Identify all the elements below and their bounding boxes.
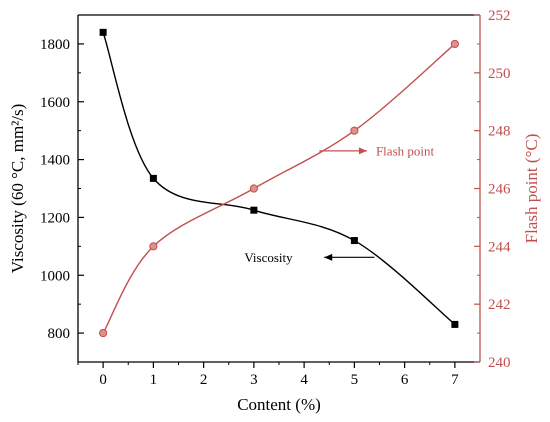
left-tick-label: 1400 <box>40 153 70 169</box>
left-tick-label: 800 <box>48 326 71 342</box>
viscosity-point <box>350 237 358 245</box>
right-axis-title: Flash point (°C) <box>522 134 541 244</box>
right-tick-label: 240 <box>488 355 511 371</box>
bottom-tick-label: 6 <box>401 372 409 388</box>
viscosity-arrow-head <box>324 253 333 261</box>
flash-point-series-line <box>102 43 456 334</box>
flash-point-point <box>249 184 258 193</box>
right-tick-label: 252 <box>488 8 511 24</box>
left-tick-label: 1600 <box>40 95 70 111</box>
bottom-tick-label: 3 <box>250 372 258 388</box>
labels: 8001000120014001600180024024224424624825… <box>8 8 541 414</box>
flash-point-point <box>350 126 359 135</box>
right-tick-label: 242 <box>488 297 511 313</box>
right-tick-label: 244 <box>488 239 511 255</box>
right-tick-label: 248 <box>488 124 511 140</box>
left-tick-label: 1800 <box>40 37 70 53</box>
viscosity-point <box>149 174 157 182</box>
flash-point-point <box>99 328 108 338</box>
bottom-tick-label: 0 <box>99 372 107 388</box>
x-axis-title: Content (%) <box>237 395 321 414</box>
left-tick-label: 1000 <box>40 268 70 284</box>
flash-point-arrow-head <box>358 147 367 155</box>
flash-point-point <box>149 242 158 251</box>
viscosity-point <box>250 206 258 214</box>
flash-point-point <box>450 39 459 49</box>
curves <box>102 32 456 334</box>
bottom-tick-label: 1 <box>150 372 158 388</box>
axes <box>77 14 481 368</box>
left-tick-label: 1200 <box>40 210 70 226</box>
viscosity-point <box>451 320 459 328</box>
markers <box>99 28 459 338</box>
viscosity-annotation: Viscosity <box>244 250 293 265</box>
right-tick-label: 246 <box>488 182 511 198</box>
right-tick-label: 250 <box>488 66 511 82</box>
flash-point-annotation: Flash point <box>376 143 435 158</box>
viscosity-point <box>99 28 107 36</box>
bottom-tick-label: 7 <box>451 372 459 388</box>
bottom-tick-label: 2 <box>200 372 208 388</box>
bottom-tick-label: 5 <box>351 372 359 388</box>
bottom-tick-label: 4 <box>300 372 308 388</box>
left-axis-title: Viscosity (60 °C, mm²/s) <box>8 104 27 274</box>
